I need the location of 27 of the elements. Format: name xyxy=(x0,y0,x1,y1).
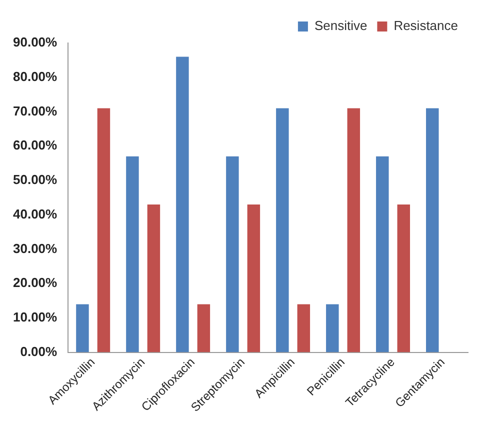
legend-label: Resistance xyxy=(394,18,458,34)
y-tick-label: 10.00% xyxy=(12,310,58,325)
bar xyxy=(76,304,89,352)
bar xyxy=(276,108,289,352)
y-tick-label: 20.00% xyxy=(12,275,58,290)
bar xyxy=(197,304,210,352)
bar xyxy=(326,304,339,352)
bar xyxy=(397,204,410,352)
bar xyxy=(297,304,310,352)
y-tick-label: 0.00% xyxy=(20,344,58,359)
y-tick-label: 60.00% xyxy=(12,138,58,153)
legend-label: Sensitive xyxy=(314,18,368,34)
y-tick-label: 80.00% xyxy=(12,68,58,84)
bar xyxy=(147,204,160,352)
y-tick-label: 30.00% xyxy=(12,240,58,256)
bar xyxy=(426,108,439,352)
bar xyxy=(97,108,110,352)
y-tick-label: 70.00% xyxy=(12,103,58,118)
bar xyxy=(347,108,360,352)
y-tick-label: 50.00% xyxy=(12,172,58,188)
bar xyxy=(226,156,239,352)
bar xyxy=(176,56,189,352)
bar xyxy=(247,204,260,352)
y-tick-label: 90.00% xyxy=(12,34,58,50)
y-tick-label: 40.00% xyxy=(12,206,58,222)
bar xyxy=(126,156,139,352)
bar xyxy=(376,156,389,352)
